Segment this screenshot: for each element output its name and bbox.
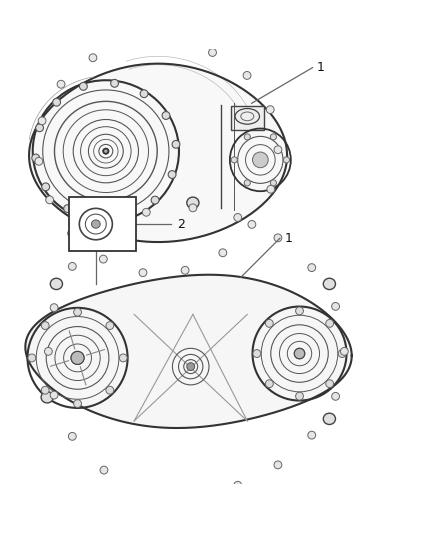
Ellipse shape [45, 348, 52, 356]
Ellipse shape [111, 79, 119, 87]
Ellipse shape [50, 278, 63, 289]
Bar [231, 107, 264, 130]
Ellipse shape [68, 432, 76, 440]
Ellipse shape [74, 308, 81, 316]
Ellipse shape [308, 431, 316, 439]
Ellipse shape [142, 208, 150, 216]
Ellipse shape [64, 205, 71, 213]
Ellipse shape [326, 319, 334, 327]
Ellipse shape [274, 146, 282, 154]
Ellipse shape [168, 171, 176, 179]
Ellipse shape [265, 380, 273, 387]
Ellipse shape [50, 391, 58, 399]
Ellipse shape [151, 196, 159, 204]
Ellipse shape [274, 234, 282, 242]
Ellipse shape [208, 49, 216, 56]
Ellipse shape [332, 392, 339, 400]
Ellipse shape [68, 229, 75, 237]
Ellipse shape [296, 392, 304, 400]
Ellipse shape [266, 106, 274, 114]
Ellipse shape [274, 461, 282, 469]
Ellipse shape [106, 322, 114, 329]
Ellipse shape [283, 157, 290, 163]
Ellipse shape [265, 319, 273, 327]
Ellipse shape [244, 134, 251, 140]
Ellipse shape [338, 350, 346, 358]
Ellipse shape [234, 214, 242, 221]
Ellipse shape [323, 278, 336, 289]
Ellipse shape [294, 349, 305, 359]
Ellipse shape [41, 322, 49, 329]
Ellipse shape [32, 154, 39, 162]
Ellipse shape [53, 98, 60, 106]
Ellipse shape [189, 204, 197, 212]
Polygon shape [29, 63, 287, 242]
Ellipse shape [57, 80, 65, 88]
Ellipse shape [79, 83, 87, 90]
Ellipse shape [74, 400, 81, 408]
Ellipse shape [128, 40, 136, 48]
Ellipse shape [189, 491, 197, 499]
Ellipse shape [323, 413, 336, 424]
Ellipse shape [103, 149, 109, 154]
Ellipse shape [253, 152, 268, 168]
Ellipse shape [68, 262, 76, 270]
Bar [69, 197, 136, 251]
Ellipse shape [41, 386, 49, 394]
Ellipse shape [71, 351, 84, 365]
Ellipse shape [50, 304, 58, 312]
Ellipse shape [139, 269, 147, 277]
Ellipse shape [187, 197, 199, 208]
Ellipse shape [100, 466, 108, 474]
Ellipse shape [42, 183, 49, 191]
Ellipse shape [244, 180, 251, 186]
Ellipse shape [89, 54, 97, 62]
Ellipse shape [169, 38, 177, 46]
Polygon shape [25, 274, 352, 428]
Ellipse shape [106, 386, 114, 394]
Ellipse shape [270, 134, 276, 140]
Ellipse shape [93, 215, 101, 223]
Ellipse shape [35, 124, 43, 132]
Ellipse shape [92, 220, 100, 228]
Ellipse shape [243, 71, 251, 79]
Ellipse shape [124, 212, 132, 220]
Ellipse shape [253, 350, 261, 358]
Ellipse shape [99, 255, 107, 263]
Ellipse shape [270, 180, 276, 186]
Ellipse shape [340, 348, 348, 356]
Ellipse shape [119, 354, 127, 362]
Ellipse shape [308, 264, 316, 271]
Ellipse shape [46, 196, 53, 204]
Ellipse shape [181, 266, 189, 274]
Ellipse shape [142, 487, 150, 495]
Ellipse shape [28, 354, 36, 362]
Ellipse shape [219, 249, 227, 257]
Ellipse shape [172, 140, 180, 148]
Ellipse shape [248, 221, 256, 228]
Ellipse shape [38, 117, 46, 125]
Ellipse shape [234, 481, 242, 489]
Text: 2: 2 [177, 218, 185, 231]
Ellipse shape [267, 185, 275, 193]
Ellipse shape [187, 362, 194, 370]
Ellipse shape [332, 303, 339, 310]
Ellipse shape [231, 157, 237, 163]
Ellipse shape [326, 380, 334, 387]
Text: 1: 1 [317, 61, 325, 74]
Ellipse shape [100, 229, 108, 237]
Ellipse shape [187, 494, 199, 506]
Ellipse shape [162, 111, 170, 119]
Ellipse shape [140, 90, 148, 98]
Ellipse shape [41, 392, 53, 403]
Ellipse shape [35, 157, 43, 165]
Ellipse shape [296, 307, 304, 315]
Text: 1: 1 [284, 232, 292, 245]
